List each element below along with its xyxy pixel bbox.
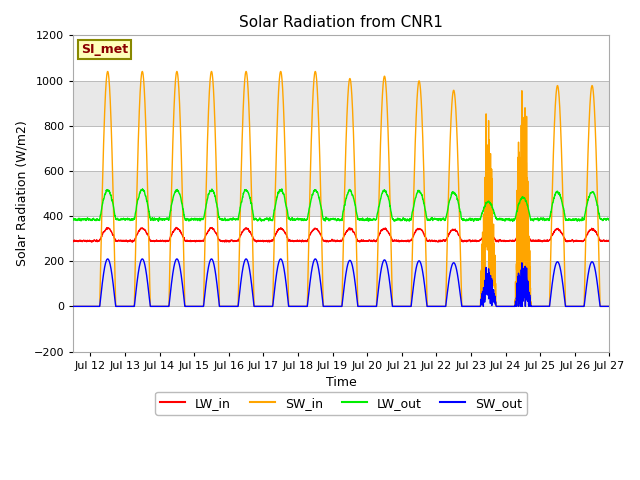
LW_in (502, 238, 509, 243)
SW_in (69, 303, 77, 309)
LW_out (69, 216, 77, 222)
SW_out (623, 303, 630, 309)
LW_in (623, 238, 630, 244)
SW_in (184, 303, 192, 309)
LW_in (529, 238, 537, 243)
SW_in (623, 303, 630, 309)
LW_out (371, 216, 378, 222)
LW_out (529, 217, 537, 223)
Bar (73, 216, 609, 261)
LW_in (172, 225, 180, 230)
SW_out (69, 303, 77, 309)
Legend: LW_in, SW_in, LW_out, SW_out: LW_in, SW_in, LW_out, SW_out (156, 392, 527, 415)
Line: SW_in: SW_in (73, 72, 627, 306)
Line: SW_out: SW_out (73, 259, 627, 306)
SW_out (184, 303, 192, 309)
Bar (73, 81, 609, 126)
LW_out (623, 216, 630, 222)
LW_in (371, 238, 378, 244)
LW_out (278, 186, 285, 192)
Bar (73, 261, 609, 306)
LW_out (502, 216, 509, 222)
Bar (73, 171, 609, 216)
SW_in (543, 303, 551, 309)
Title: Solar Radiation from CNR1: Solar Radiation from CNR1 (239, 15, 443, 30)
LW_out (543, 216, 551, 221)
SW_in (502, 303, 509, 309)
LW_in (543, 237, 551, 243)
SW_out (502, 303, 509, 309)
LW_out (470, 218, 477, 224)
Y-axis label: Solar Radiation (W/m2): Solar Radiation (W/m2) (15, 120, 28, 266)
SW_in (371, 303, 378, 309)
Line: LW_out: LW_out (73, 189, 627, 221)
X-axis label: Time: Time (326, 376, 356, 389)
SW_in (529, 303, 537, 309)
Text: SI_met: SI_met (81, 43, 128, 56)
LW_in (69, 239, 77, 245)
SW_in (400, 303, 408, 309)
LW_out (184, 216, 191, 222)
SW_out (529, 303, 537, 309)
Bar (73, 36, 609, 81)
SW_out (371, 303, 378, 309)
LW_out (400, 216, 408, 222)
Bar (73, 306, 609, 351)
LW_in (129, 239, 136, 245)
SW_out (400, 303, 408, 309)
LW_in (401, 238, 408, 244)
Bar (73, 126, 609, 171)
Line: LW_in: LW_in (73, 228, 627, 242)
LW_in (184, 239, 192, 244)
SW_out (104, 256, 111, 262)
SW_out (543, 303, 551, 309)
SW_in (104, 69, 111, 74)
